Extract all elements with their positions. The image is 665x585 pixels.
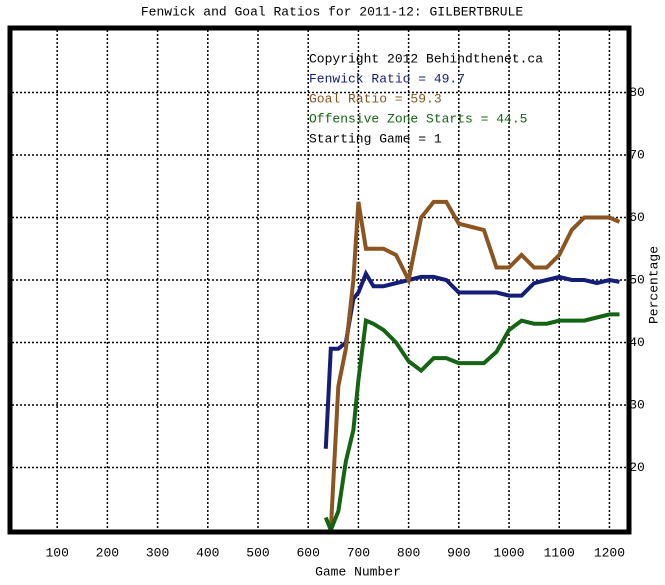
- y-tick-label: 70: [629, 147, 645, 162]
- chart-title: Fenwick and Goal Ratios for 2011-12: GIL…: [141, 4, 523, 19]
- y-tick-label: 20: [629, 460, 645, 475]
- y-tick-label: 60: [629, 210, 645, 225]
- x-tick-label: 1200: [594, 545, 625, 560]
- y-tick-label: 30: [629, 397, 645, 412]
- legend-entry: Goal Ratio = 59.3: [309, 91, 442, 106]
- y-axis-label: Percentage: [646, 246, 661, 324]
- x-tick-label: 400: [196, 545, 219, 560]
- legend-entry: Fenwick Ratio = 49.7: [309, 71, 465, 86]
- x-tick-label: 1000: [493, 545, 524, 560]
- x-tick-label: 700: [347, 545, 370, 560]
- plot-frame: [7, 25, 632, 535]
- series-line: [323, 269, 620, 449]
- plot-lines: [323, 199, 621, 530]
- x-tick-label: 800: [397, 545, 420, 560]
- y-tick-label: 40: [629, 335, 645, 350]
- annotation: Starting Game = 1: [309, 131, 442, 146]
- series-line: [323, 312, 620, 530]
- x-tick-label: 900: [447, 545, 470, 560]
- y-tick-label: 50: [629, 272, 645, 287]
- legend-entry: Offensive Zone Starts = 44.5: [309, 111, 527, 126]
- x-tick-label: 500: [246, 545, 269, 560]
- x-axis-label: Game Number: [315, 564, 401, 579]
- series-line: [328, 199, 621, 530]
- x-tick-label: 600: [297, 545, 320, 560]
- x-tick-label: 200: [96, 545, 119, 560]
- x-tick-label: 1100: [544, 545, 575, 560]
- x-tick-label: 100: [45, 545, 68, 560]
- x-tick-label: 300: [146, 545, 169, 560]
- y-tick-label: 80: [629, 85, 645, 100]
- annotation: Copyright 2012 Behindthenet.ca: [309, 51, 543, 66]
